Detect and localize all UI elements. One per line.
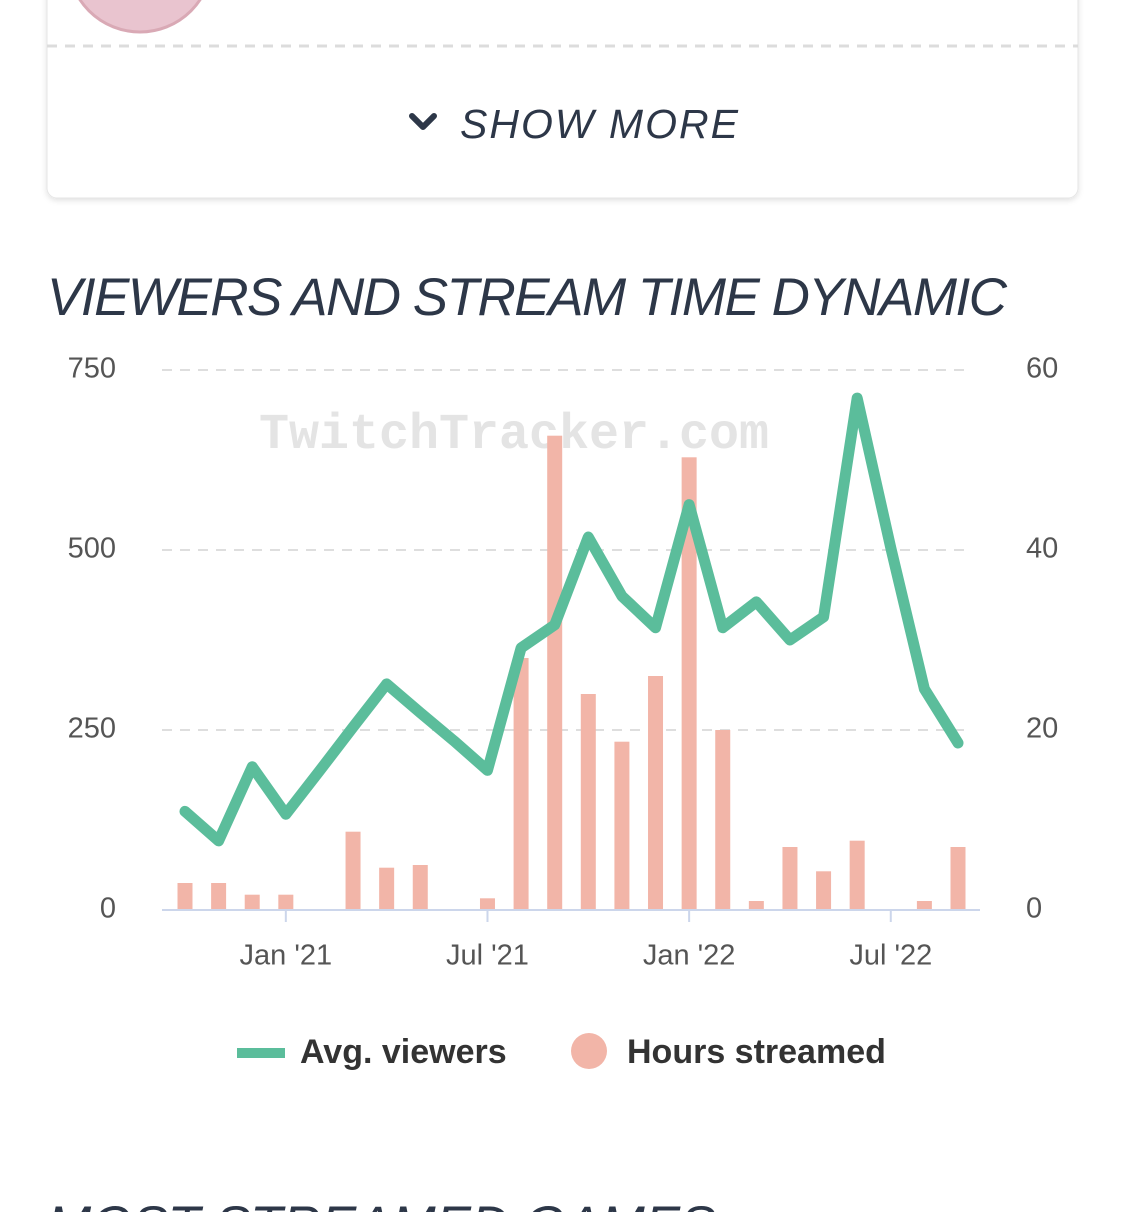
bar <box>177 883 193 910</box>
y2-tick-label: 0 <box>1026 893 1042 925</box>
watermark: TwitchTracker.com <box>259 407 769 464</box>
bar <box>849 840 865 910</box>
bar <box>278 894 294 910</box>
bar <box>782 847 798 910</box>
x-tick-label: Jul '21 <box>446 940 529 972</box>
bar <box>614 741 630 910</box>
bar <box>648 676 664 910</box>
bar <box>715 730 731 910</box>
bar <box>379 867 395 910</box>
y-tick-label: 750 <box>68 353 116 385</box>
section-title: VIEWERS AND STREAM TIME DYNAMIC <box>47 268 1008 327</box>
show-more-label[interactable]: SHOW MORE <box>460 101 740 147</box>
y-tick-label: 250 <box>68 713 116 745</box>
y2-tick-label: 20 <box>1026 713 1058 745</box>
card <box>46 0 1079 199</box>
show-more-button[interactable]: SHOW MORE <box>409 101 740 147</box>
x-tick-label: Jan '21 <box>240 940 333 972</box>
y2-tick-label: 40 <box>1026 533 1058 565</box>
chevron-icon <box>409 113 437 130</box>
bar <box>479 898 495 910</box>
bar <box>681 457 697 910</box>
x-tick-label: Jul '22 <box>849 940 932 972</box>
bar <box>412 865 428 910</box>
bar <box>547 435 563 910</box>
bar <box>345 831 361 910</box>
avatar <box>78 0 202 34</box>
bar <box>950 847 966 910</box>
legend-symbol <box>571 1033 607 1069</box>
next-section-title: MOST STREAMED GAMES <box>47 1196 715 1212</box>
y-tick-label: 500 <box>68 533 116 565</box>
x-tick-label: Jan '22 <box>643 940 736 972</box>
y-tick-label: 0 <box>100 893 116 925</box>
bar <box>580 694 596 910</box>
legend-label: Hours streamed <box>627 1033 886 1071</box>
chart: TwitchTracker.com 0 250 500 750 0 20 40 60 Jan '2… <box>68 353 1059 1071</box>
legend-label: Avg. viewers <box>300 1033 507 1071</box>
bar <box>916 901 932 910</box>
bar <box>244 894 260 910</box>
legend-symbol <box>237 1048 285 1058</box>
y2-tick-label: 60 <box>1026 353 1058 385</box>
bar <box>211 883 227 910</box>
bar <box>748 901 764 910</box>
bar <box>816 871 832 910</box>
line <box>179 392 964 847</box>
bar <box>513 658 529 910</box>
